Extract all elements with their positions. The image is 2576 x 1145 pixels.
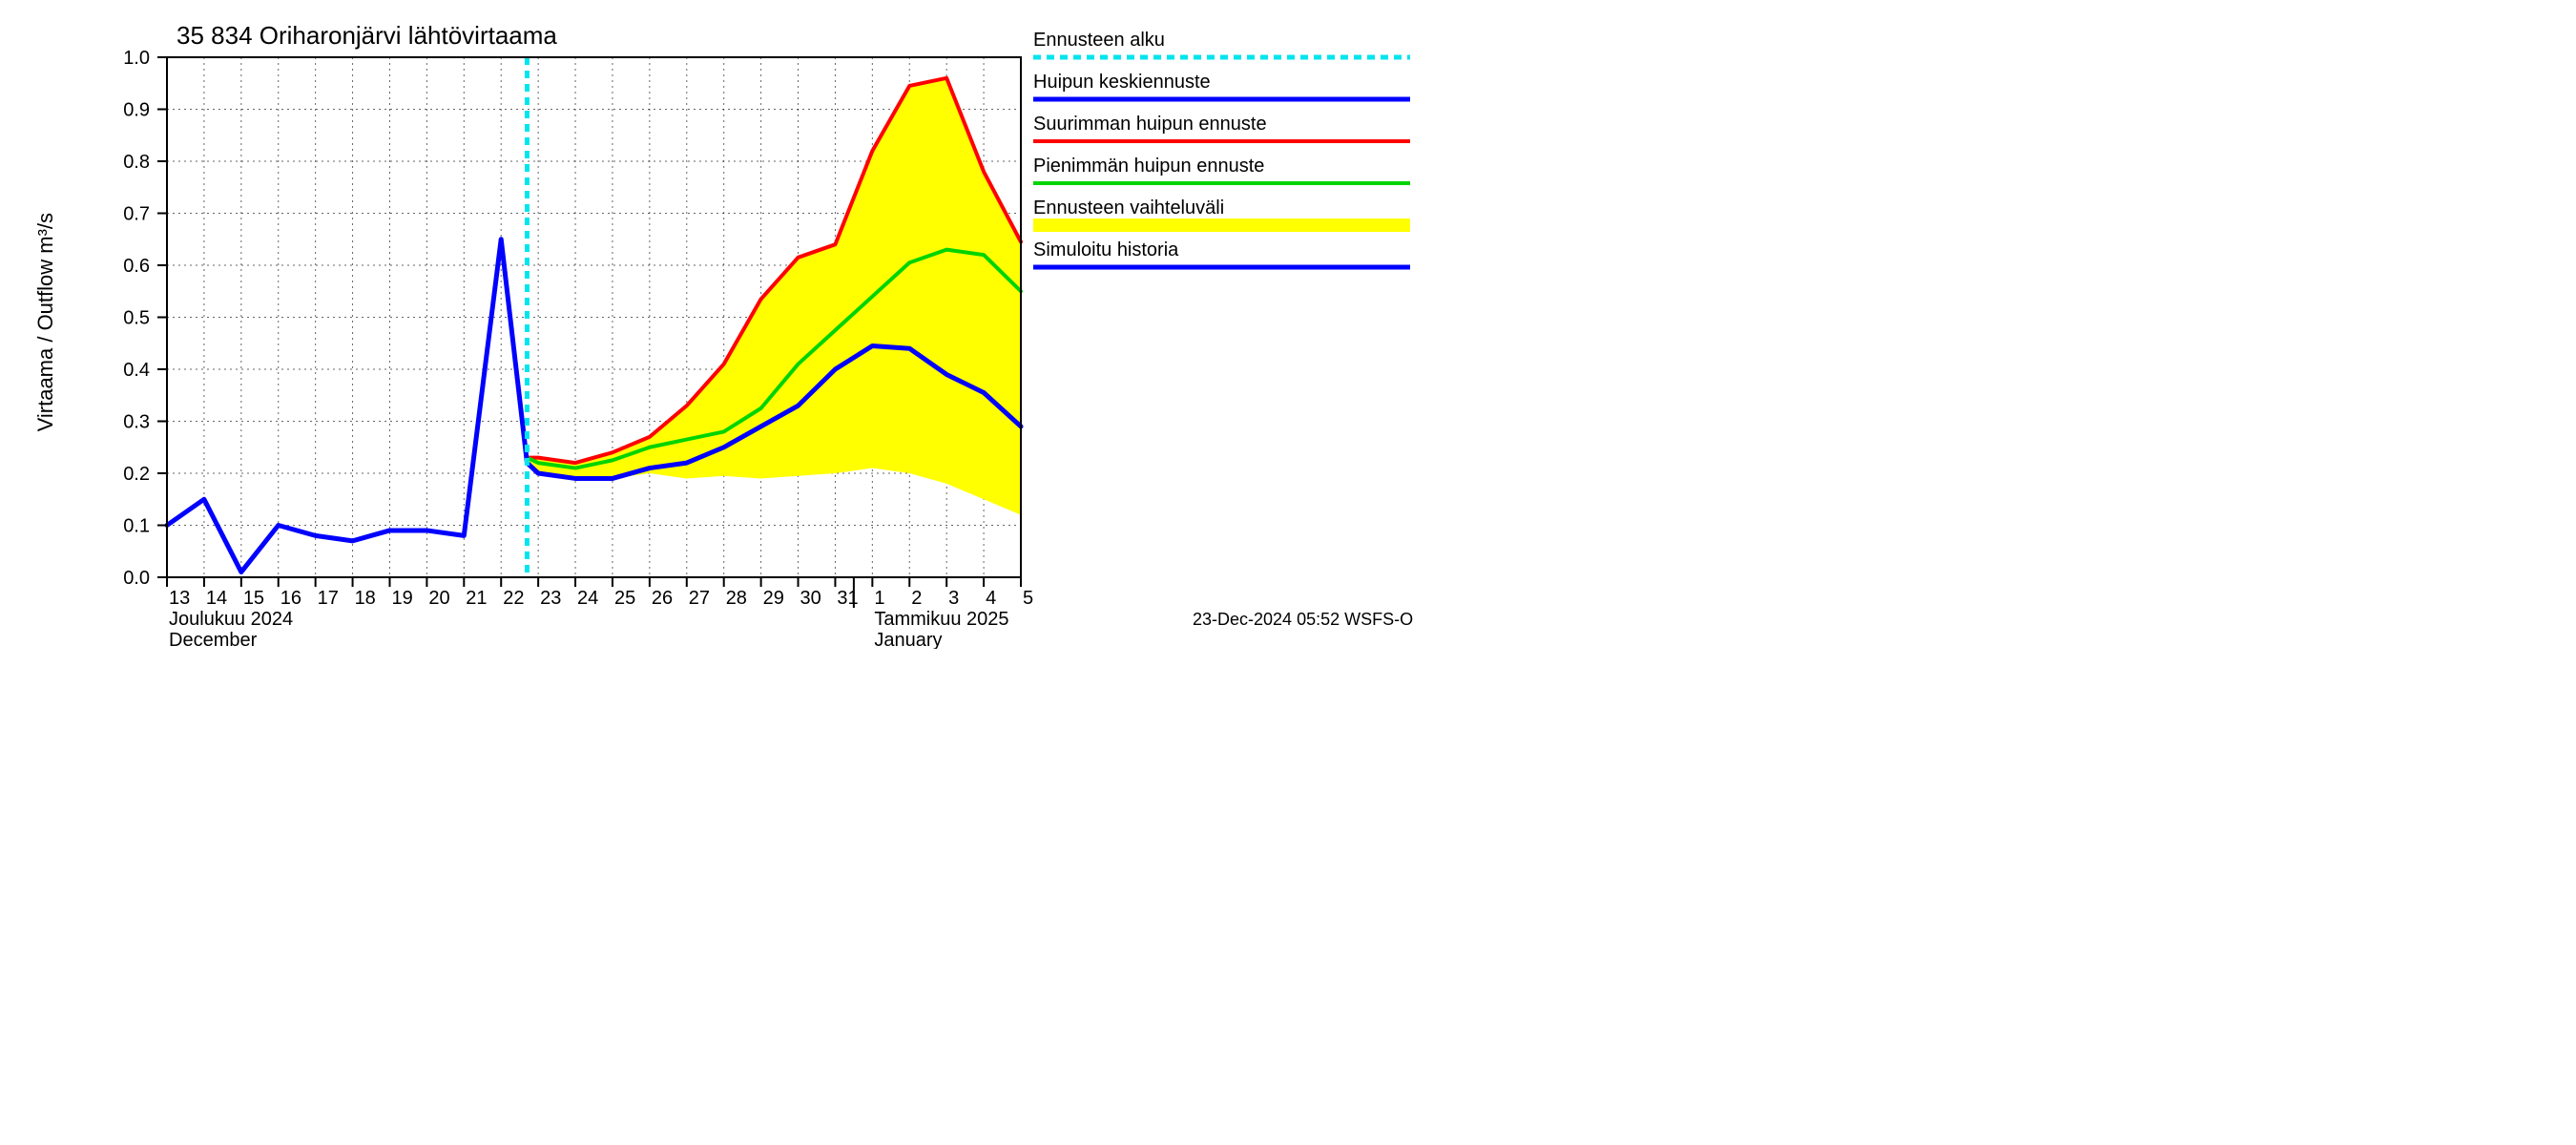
xtick-label: 1	[874, 588, 884, 609]
xtick-label: 3	[948, 588, 959, 609]
xtick-label: 23	[540, 588, 561, 609]
timestamp-footer: 23-Dec-2024 05:52 WSFS-O	[1193, 610, 1413, 629]
ytick-label: 0.8	[123, 152, 150, 173]
ytick-label: 0.4	[123, 360, 150, 381]
legend-label: Simuloitu historia	[1033, 239, 1179, 260]
xtick-label: 16	[280, 588, 301, 609]
xtick-label: 19	[391, 588, 412, 609]
ytick-label: 0.0	[123, 568, 150, 589]
xtick-label: 26	[652, 588, 673, 609]
legend-label: Pienimmän huipun ennuste	[1033, 156, 1264, 177]
xtick-label: 25	[614, 588, 635, 609]
xtick-label: 28	[726, 588, 747, 609]
xtick-label: 13	[169, 588, 190, 609]
ytick-label: 1.0	[123, 48, 150, 69]
ytick-label: 0.2	[123, 464, 150, 485]
month2-fi: Tammikuu 2025	[874, 609, 1008, 630]
outflow-chart: 0.00.10.20.30.40.50.60.70.80.91.01314151…	[0, 0, 1431, 649]
xtick-label: 18	[355, 588, 376, 609]
xtick-label: 4	[986, 588, 996, 609]
month2-en: January	[874, 630, 942, 649]
xtick-label: 24	[577, 588, 598, 609]
ytick-label: 0.6	[123, 256, 150, 277]
ytick-label: 0.5	[123, 308, 150, 329]
legend-label: Ennusteen vaihteluväli	[1033, 198, 1224, 219]
xtick-label: 22	[503, 588, 524, 609]
xtick-label: 31	[837, 588, 858, 609]
legend-label: Ennusteen alku	[1033, 30, 1165, 51]
ytick-label: 0.1	[123, 516, 150, 537]
legend-label: Suurimman huipun ennuste	[1033, 114, 1267, 135]
ytick-label: 0.3	[123, 412, 150, 433]
xtick-label: 15	[243, 588, 264, 609]
legend-label: Huipun keskiennuste	[1033, 72, 1211, 93]
xtick-label: 17	[318, 588, 339, 609]
xtick-label: 27	[689, 588, 710, 609]
ytick-label: 0.7	[123, 204, 150, 225]
xtick-label: 14	[206, 588, 227, 609]
chart-title: 35 834 Oriharonjärvi lähtövirtaama	[177, 21, 557, 50]
xtick-label: 2	[911, 588, 922, 609]
xtick-label: 21	[466, 588, 487, 609]
month1-en: December	[169, 630, 258, 649]
month1-fi: Joulukuu 2024	[169, 609, 293, 630]
xtick-label: 20	[428, 588, 449, 609]
ytick-label: 0.9	[123, 100, 150, 121]
chart-svg: 0.00.10.20.30.40.50.60.70.80.91.01314151…	[0, 0, 1431, 649]
xtick-label: 29	[763, 588, 784, 609]
yaxis-label: Virtaama / Outflow m³/s	[33, 213, 57, 431]
xtick-label: 30	[800, 588, 821, 609]
xtick-label: 5	[1023, 588, 1033, 609]
